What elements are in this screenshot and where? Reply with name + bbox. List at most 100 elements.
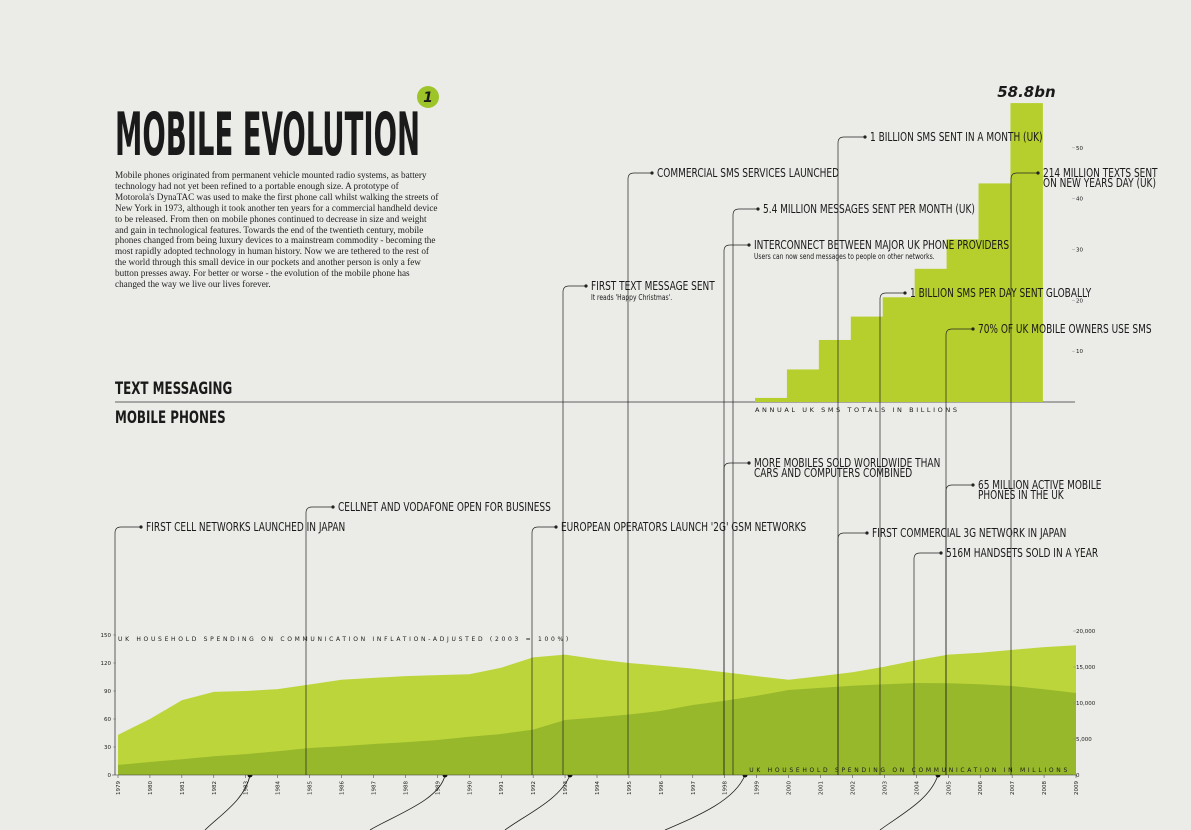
x-tick-label: 1991	[499, 781, 505, 795]
x-tick-label: 1999	[755, 781, 761, 795]
link-curve	[204, 774, 251, 830]
badge-number: 1	[423, 90, 433, 106]
event-label: MORE MOBILES SOLD WORLDWIDE THAN	[754, 456, 940, 471]
x-tick-label: 1990	[467, 781, 473, 795]
x-tick-label: 1986	[340, 781, 346, 795]
timeline-leader	[305, 506, 333, 775]
sms-bar	[978, 183, 1011, 402]
leader-dot	[903, 291, 907, 295]
intro-text: Mobile phones originated from permanent …	[115, 170, 439, 290]
x-tick-label: 1980	[148, 781, 154, 795]
timeline-leader	[732, 208, 758, 775]
page-links	[204, 774, 939, 830]
leader-dot	[756, 207, 760, 211]
series-name: UK HOUSEHOLD SPENDING ON COMMUNICATION I…	[749, 767, 1070, 774]
page-title: MOBILE EVOLUTION	[115, 100, 420, 170]
x-tick-label: 2000	[787, 781, 793, 795]
event-label: 1 BILLION SMS SENT IN A MONTH (UK)	[870, 130, 1043, 145]
event-note: It reads 'Happy Christmas'.	[591, 293, 672, 302]
leader-dot	[863, 135, 867, 139]
area-series	[118, 683, 1076, 775]
sms-bar	[818, 339, 852, 402]
x-tick-label: 1995	[627, 781, 633, 795]
timeline-leader	[879, 292, 905, 775]
leader-dot	[554, 525, 558, 529]
x-tick-label: 1982	[212, 781, 218, 795]
y-tick-label: 120	[101, 661, 112, 667]
leader-dot	[747, 243, 751, 247]
leader-dot	[650, 171, 654, 175]
y2-tick-label: 10,000	[1076, 701, 1096, 707]
timeline-leader	[913, 552, 941, 775]
event-label: 70% OF UK MOBILE OWNERS USE SMS	[978, 322, 1152, 337]
x-tick-label: 1987	[371, 781, 377, 795]
x-tick-label: 1998	[723, 781, 729, 795]
event-label: ON NEW YEARS DAY (UK)	[1043, 176, 1156, 191]
event-note: Users can now send messages to people on…	[754, 252, 935, 261]
axis-title: ANNUAL UK SMS TOTALS IN BILLIONS	[755, 406, 960, 414]
event-label: EUROPEAN OPERATORS LAUNCH '2G' GSM NETWO…	[561, 520, 806, 535]
y-tick-label: 90	[104, 689, 111, 695]
event-label: INTERCONNECT BETWEEN MAJOR UK PHONE PROV…	[754, 238, 1009, 253]
timeline-leader	[562, 285, 586, 775]
link-curve	[504, 774, 571, 830]
sms-bar	[946, 239, 980, 402]
x-tick-label: 2003	[882, 781, 888, 795]
timeline-leader	[1010, 172, 1038, 775]
event-label: FIRST TEXT MESSAGE SENT	[591, 279, 715, 294]
value-label: 58.8bn	[997, 83, 1055, 101]
y2-tick-label: 0	[1076, 773, 1080, 779]
x-tick-label: 2008	[1042, 781, 1048, 795]
leader-dot	[865, 531, 869, 535]
y-tick-label: 40	[1076, 197, 1083, 203]
x-tick-label: 1984	[276, 781, 282, 795]
y-tick-label: 60	[104, 717, 111, 723]
event-label: FIRST CELL NETWORKS LAUNCHED IN JAPAN	[146, 520, 345, 535]
link-curve	[369, 774, 446, 830]
event-label: 5.4 MILLION MESSAGES SENT PER MONTH (UK)	[763, 202, 975, 217]
timeline-leader	[723, 244, 749, 775]
y-tick-label: 30	[1076, 248, 1083, 254]
y2-tick-label: 5,000	[1076, 737, 1092, 743]
event-label: 65 MILLION ACTIVE MOBILE	[978, 478, 1102, 493]
y-tick-label: 30	[104, 745, 111, 751]
x-tick-label: 1989	[435, 781, 441, 795]
timeline-leader	[114, 526, 141, 775]
timeline-leader	[945, 484, 973, 775]
leader-dot	[747, 461, 751, 465]
section-label: TEXT MESSAGING	[115, 379, 232, 399]
x-tick-label: 1979	[116, 781, 122, 795]
leader-dot	[1036, 171, 1040, 175]
leader-dot	[139, 525, 143, 529]
y-tick-label: 50	[1076, 146, 1083, 152]
x-tick-label: 2007	[1010, 781, 1016, 795]
link-curve	[879, 774, 939, 830]
x-tick-label: 2005	[946, 781, 952, 795]
badge	[417, 86, 439, 108]
y-tick-label: 150	[101, 633, 112, 639]
event-label: PHONES IN THE UK	[978, 488, 1064, 503]
x-tick-label: 2004	[914, 781, 920, 795]
x-tick-label: 1993	[563, 781, 569, 795]
y-tick-label: 20	[1076, 298, 1083, 304]
timeline-leader	[945, 328, 973, 775]
event-label: 1 BILLION SMS PER DAY SENT GLOBALLY	[910, 286, 1092, 301]
series-name: UK HOUSEHOLD SPENDING ON COMMUNICATION I…	[118, 636, 571, 643]
y2-tick-label: 15,000	[1076, 665, 1096, 671]
y-tick-label: 10	[1076, 349, 1083, 355]
x-tick-label: 1996	[659, 781, 665, 795]
event-label: 516M HANDSETS SOLD IN A YEAR	[946, 546, 1098, 561]
timeline-leader	[723, 462, 749, 775]
timeline-leader	[627, 172, 652, 775]
x-tick-label: 1983	[244, 781, 250, 795]
event-label: COMMERCIAL SMS SERVICES LAUNCHED	[657, 166, 839, 181]
event-label: 214 MILLION TEXTS SENT	[1043, 166, 1158, 181]
x-tick-label: 1997	[691, 781, 697, 795]
x-tick-label: 1985	[308, 781, 314, 795]
event-label: CARS AND COMPUTERS COMBINED	[754, 466, 912, 481]
y2-tick-label: 20,000	[1076, 629, 1096, 635]
timeline-leader	[531, 526, 556, 775]
timeline-leader	[837, 136, 865, 775]
